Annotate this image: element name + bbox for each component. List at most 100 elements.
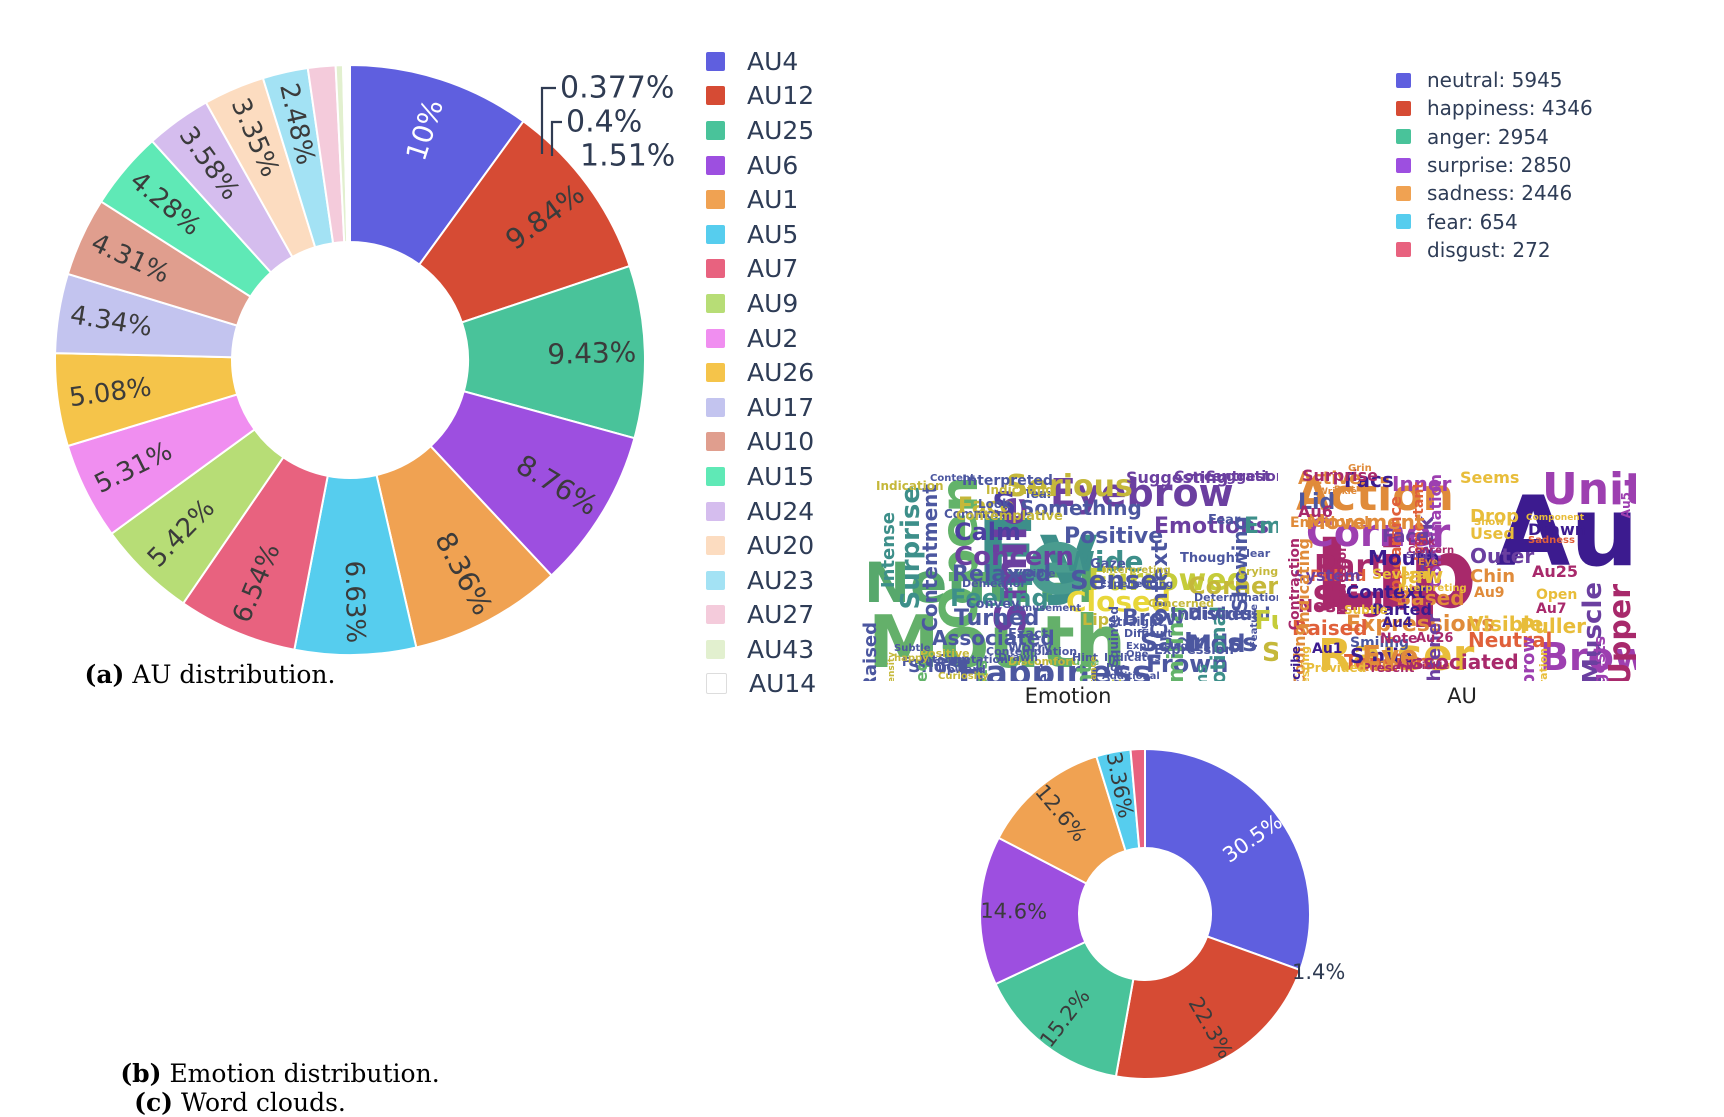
figure-c-caption-label: (c): [134, 1088, 174, 1117]
emotion-cloud-word: Crying: [1238, 565, 1278, 578]
emotion-cloud-word: Face: [958, 494, 1015, 519]
legend-swatch: [706, 397, 725, 417]
emotion-cloud-word: Discomfort: [1008, 655, 1077, 668]
pie-slice-path[interactable]: [341, 63, 351, 244]
au-cloud-word: Component: [1526, 513, 1585, 523]
au-legend-item[interactable]: AU26: [706, 355, 816, 390]
emotion-cloud-word: Expression: [1154, 643, 1234, 658]
emotion-legend-item[interactable]: sadness: 2446: [1396, 179, 1593, 207]
emotion-cloud-word: Brow: [1122, 606, 1186, 631]
pie-slice-path[interactable]: [460, 264, 646, 440]
figure-b-caption: (b) Emotion distribution.: [0, 1059, 560, 1088]
au-legend-item[interactable]: AU1: [706, 182, 816, 217]
au-cloud-word: Upper: [1603, 584, 1636, 681]
au-cloud-word: Parted: [1372, 600, 1432, 619]
au-cloud-word: Interpreting: [1398, 583, 1467, 594]
legend-swatch: [706, 570, 725, 590]
au-cloud-word: Jaw: [1400, 564, 1444, 589]
pie-slice-label: 14.6%: [980, 899, 1047, 924]
legend-label: AU9: [747, 288, 799, 318]
legend-swatch: [706, 536, 725, 556]
legend-swatch: [706, 501, 725, 521]
legend-label: AU12: [747, 81, 815, 111]
figure-c-caption-text: Word clouds.: [180, 1088, 346, 1117]
emotion-cloud-word: Distress: [1188, 604, 1262, 623]
emotion-legend-item[interactable]: happiness: 4346: [1396, 94, 1593, 122]
emotion-cloud-word: Clear: [1238, 547, 1271, 560]
emotion-cloud-word: Fear: [1208, 513, 1241, 528]
pie-slice-label: 9.43%: [547, 336, 637, 371]
au-cloud-word: Contraction: [1288, 538, 1303, 631]
au-legend-item[interactable]: AU24: [706, 494, 816, 529]
emotion-cloud-word: Emotions: [1154, 514, 1269, 539]
emotion-cloud-word: Amusement: [1014, 603, 1082, 614]
emotion-legend-item[interactable]: anger: 2954: [1396, 123, 1593, 151]
legend-label: AU10: [747, 427, 815, 457]
au-legend-item[interactable]: AU12: [706, 79, 816, 114]
legend-label: AU43: [747, 634, 815, 664]
au-legend-item[interactable]: AU9: [706, 286, 816, 321]
emotion-legend-item[interactable]: fear: 654: [1396, 207, 1593, 235]
au-legend-item[interactable]: AU17: [706, 390, 816, 425]
legend-swatch: [1396, 100, 1411, 116]
legend-swatch: [1396, 72, 1411, 88]
legend-label: disgust: 272: [1427, 237, 1551, 262]
au-cloud-word: Part: [1334, 485, 1356, 495]
au-cloud-word: Context: [1346, 582, 1426, 603]
au-legend-item[interactable]: AU25: [706, 113, 816, 148]
au-legend-item[interactable]: AU7: [706, 252, 816, 287]
emotion-cloud-word: Eyebrow: [1050, 471, 1234, 515]
slice-leader-line: [550, 120, 562, 156]
au-legend-item[interactable]: AU10: [706, 425, 816, 460]
figure-a-caption-text: AU distribution.: [132, 660, 336, 689]
legend-label: AU23: [747, 565, 815, 595]
slice-leader-line: [540, 86, 556, 154]
au-legend-item[interactable]: AU20: [706, 528, 816, 563]
pie-slice-label-disgust: 1.4%: [1292, 960, 1345, 984]
legend-label: anger: 2954: [1427, 124, 1549, 149]
au-legend-item[interactable]: AU2: [706, 321, 816, 356]
emotion-cloud-word: Visible: [1014, 567, 1056, 580]
au-cloud-word: Corner: [1306, 511, 1451, 555]
au-cloud-word: Face: [1382, 526, 1429, 547]
au-legend-item[interactable]: AU6: [706, 148, 816, 183]
au-cloud-word: Slight: [1312, 579, 1425, 619]
legend-swatch: [706, 673, 727, 695]
emotion-cloud-word: Drawn: [998, 651, 1038, 664]
emotion-cloud-word: Expressing: [1126, 641, 1188, 652]
emotion-cloud-word: Contemplative: [956, 509, 1063, 524]
legend-label: fear: 654: [1427, 209, 1518, 234]
emotion-cloud-word: Focused: [902, 655, 958, 669]
emotion-legend-item[interactable]: surprise: 2850: [1396, 151, 1593, 179]
au-cloud-word: Au9: [1474, 585, 1505, 601]
emotion-legend-item[interactable]: neutral: 5945: [1396, 66, 1593, 94]
legend-label: AU14: [749, 669, 817, 699]
au-legend-item[interactable]: AU43: [706, 632, 816, 667]
legend-label: AU24: [747, 496, 815, 526]
au-legend-item[interactable]: AU15: [706, 459, 816, 494]
emotion-cloud-word: Determination: [1194, 591, 1278, 604]
pie-slice[interactable]: [460, 264, 646, 440]
au-cloud-word: Neutral: [1468, 628, 1553, 652]
emotion-cloud-word: Neutral: [864, 551, 1096, 615]
au-cloud-word: Show: [1474, 517, 1505, 528]
au-legend-item[interactable]: AU27: [706, 598, 816, 633]
au-legend-item[interactable]: AU23: [706, 563, 816, 598]
emotion-cloud-word: wide open: [1102, 680, 1160, 682]
emotion-cloud-word: S: [992, 485, 1017, 525]
emotion-cloud-word: Joy: [1106, 661, 1125, 674]
emotion-cloud-word: Curiosity: [938, 671, 989, 682]
emotion-legend-item[interactable]: disgust: 272: [1396, 236, 1593, 264]
au-cloud-word: Puller: [1520, 614, 1587, 638]
au-legend-item[interactable]: AU4: [706, 44, 816, 79]
emotion-cloud-word: Convey: [966, 597, 1020, 612]
pie-slice[interactable]: [341, 63, 351, 244]
au-legend-item[interactable]: AU14: [706, 667, 816, 702]
au-cloud-word: Eyebrow: [1518, 636, 1539, 681]
au-cloud-word: Open: [1536, 587, 1578, 603]
au-legend-item[interactable]: AU5: [706, 217, 816, 252]
au-cloud-word: Pulled: [1310, 566, 1367, 585]
legend-swatch: [706, 259, 725, 279]
emotion-cloud-word: Worry: [1008, 641, 1053, 656]
legend-label: sadness: 2446: [1427, 181, 1573, 206]
